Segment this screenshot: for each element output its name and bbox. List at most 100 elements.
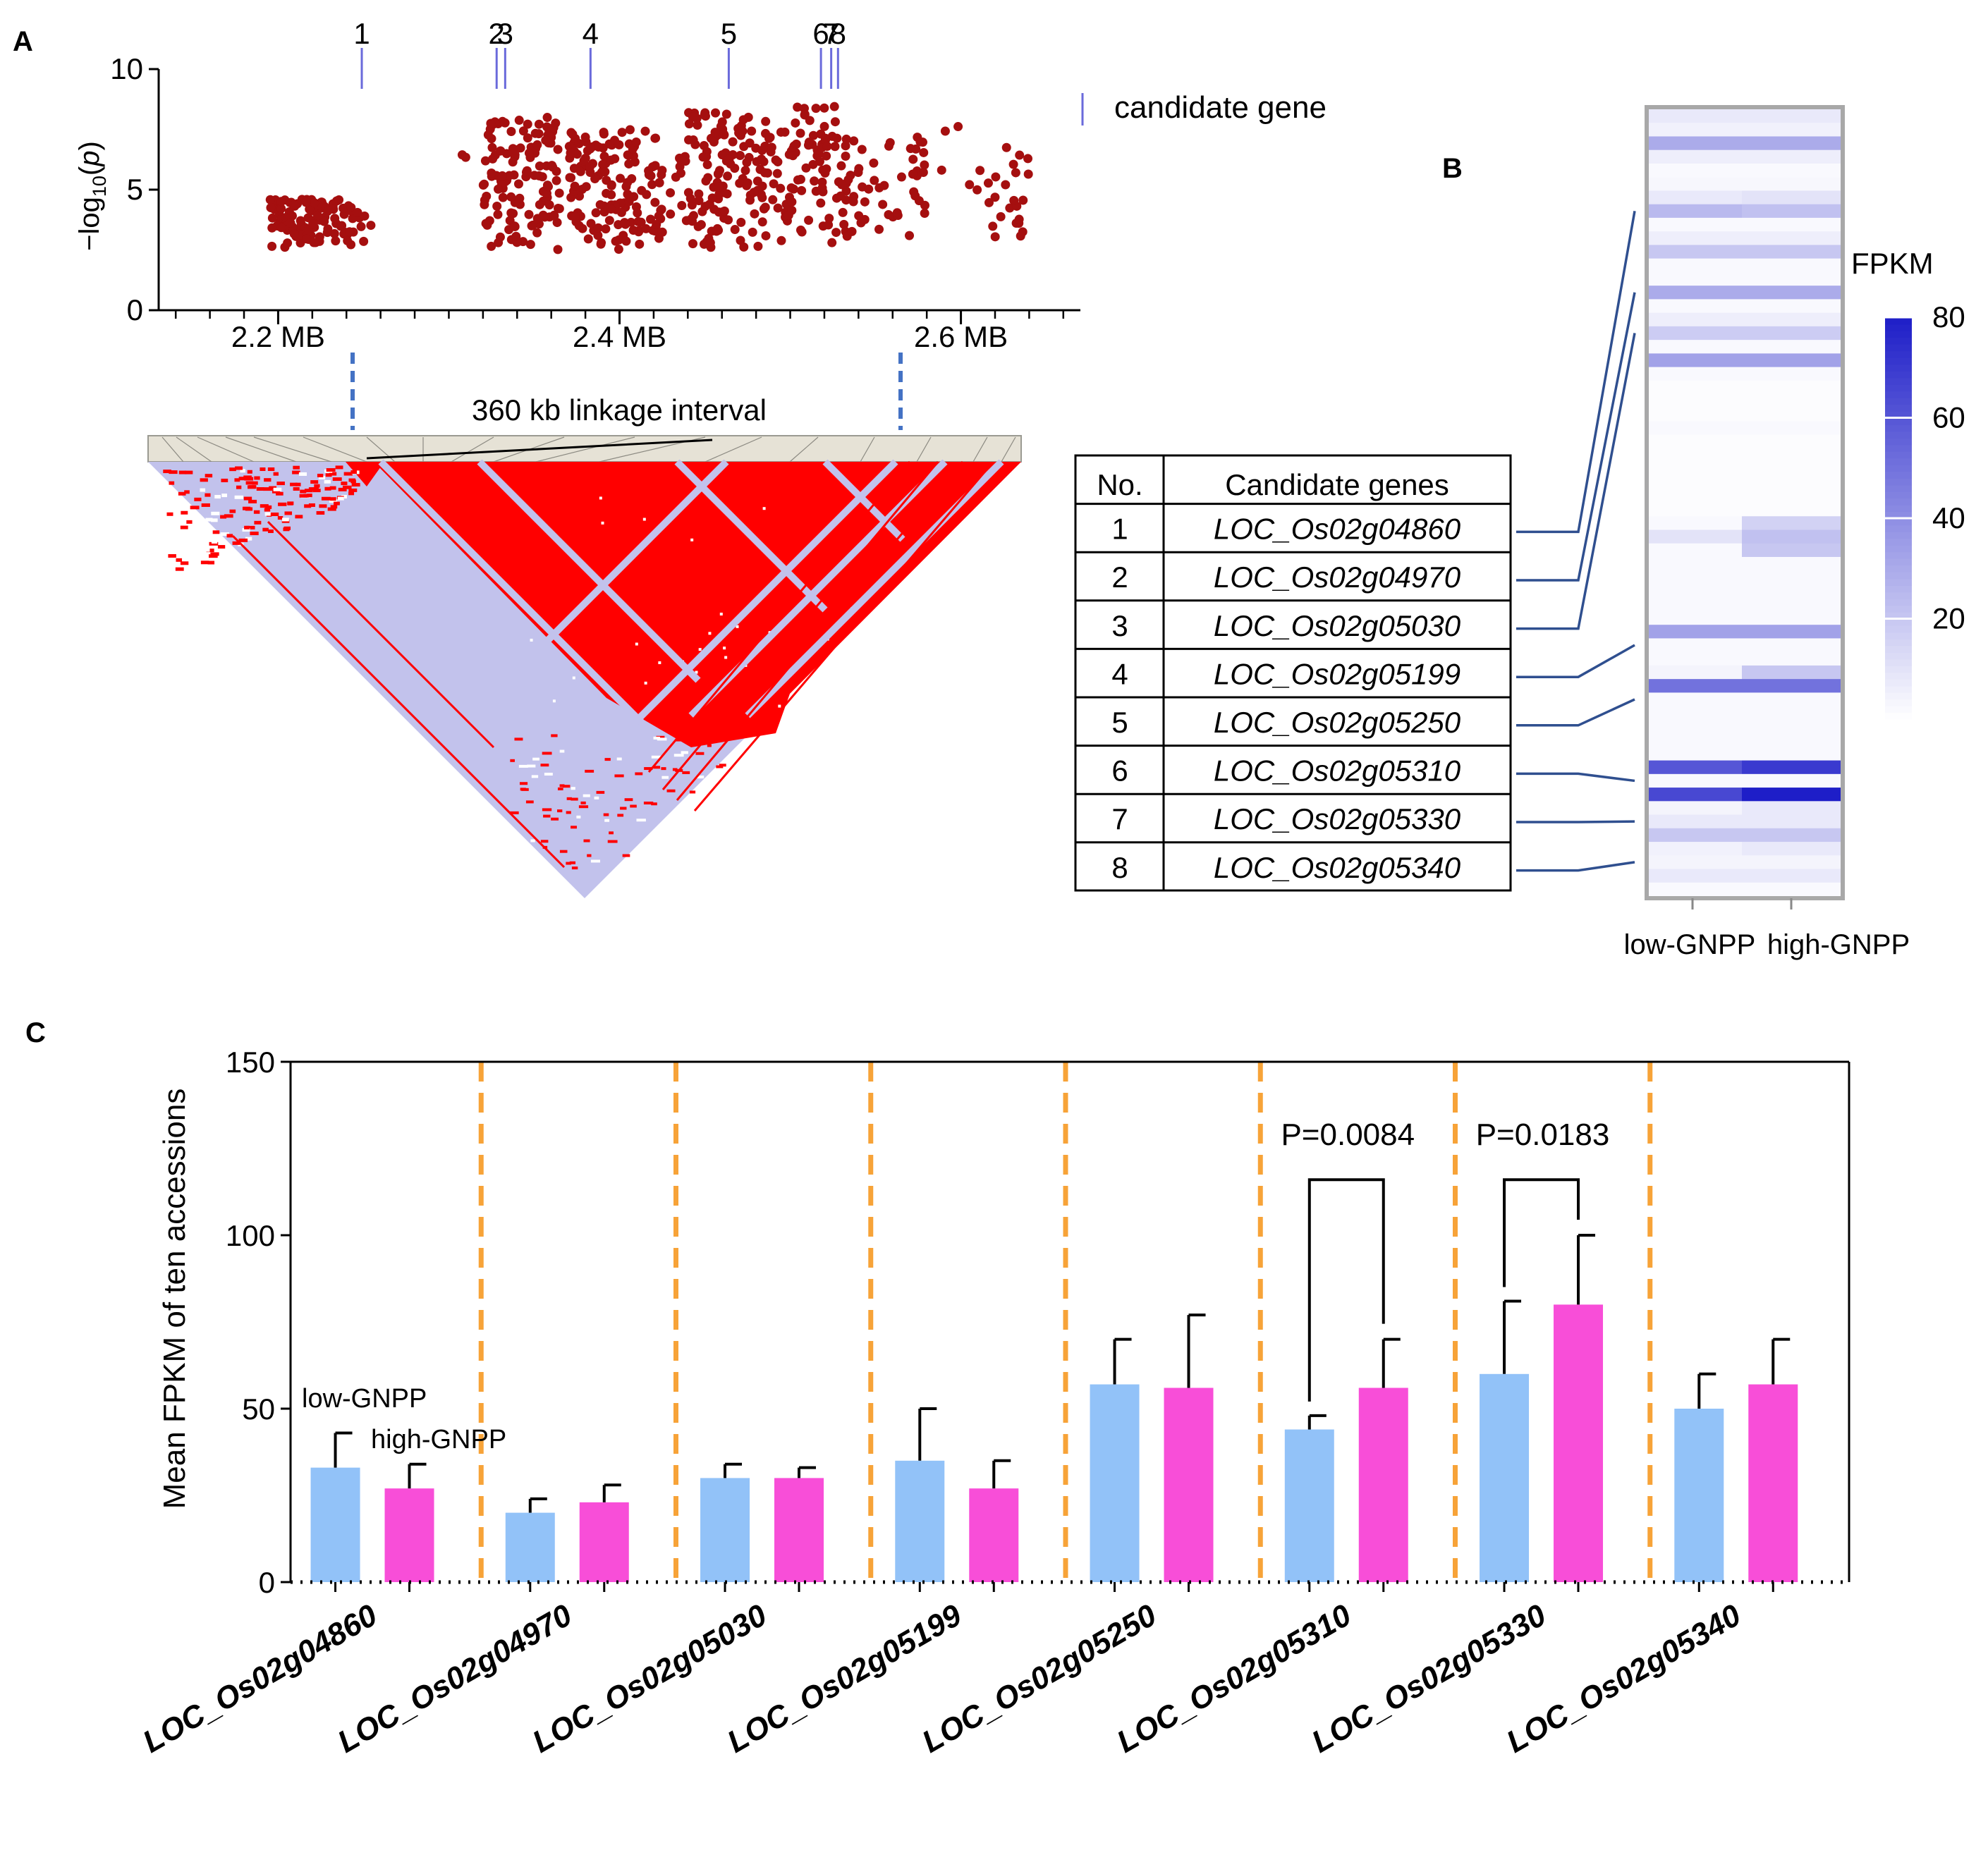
manhattan-point	[693, 121, 702, 130]
gene-marker-label: 6	[812, 17, 829, 50]
manhattan-point	[787, 205, 797, 215]
manhattan-point	[688, 112, 697, 122]
heatmap-cell	[1742, 801, 1841, 816]
heatmap-cell	[1742, 503, 1841, 517]
colorbar-segment	[1885, 685, 1912, 693]
ld-red-streaks	[231, 461, 989, 869]
ld-speckle	[234, 478, 240, 482]
manhattan-point	[839, 219, 849, 229]
heatmap-cell	[1742, 394, 1841, 408]
colorbar-segment	[1885, 324, 1912, 331]
heatmap-cell	[1742, 706, 1841, 721]
bar-marks	[310, 1234, 1798, 1582]
ld-speckle	[314, 484, 320, 488]
colorbar-segment	[1885, 618, 1912, 626]
manhattan-point	[522, 166, 532, 176]
bar-separators	[478, 1062, 1653, 1582]
ld-speckle	[326, 468, 336, 472]
manhattan-point	[506, 192, 516, 202]
ld-speckle	[220, 515, 227, 519]
ld-speckle	[514, 737, 523, 741]
colorbar-segment	[1885, 424, 1912, 432]
heatmap-cell	[1649, 556, 1742, 571]
heatmap-cell	[1742, 679, 1841, 693]
heatmap-cell	[1742, 217, 1841, 232]
table-header-no: No.	[1097, 468, 1142, 501]
ld-speckle	[248, 499, 257, 503]
ld-speckle	[350, 470, 357, 474]
manhattan-point	[581, 182, 591, 192]
manhattan-point	[580, 133, 590, 142]
heatmap-cell	[1742, 814, 1841, 829]
ld-speckle	[696, 776, 705, 779]
heatmap-cell	[1649, 692, 1742, 707]
colorbar-segment	[1885, 398, 1912, 405]
colorbar-segment	[1885, 652, 1912, 660]
manhattan-point	[629, 192, 639, 202]
manhattan-point	[1011, 168, 1020, 178]
heatmap-cell	[1649, 584, 1742, 599]
heatmap-cell	[1649, 788, 1742, 802]
bar-high-GNPP	[1748, 1384, 1798, 1582]
manhattan-point	[736, 151, 745, 161]
ld-speckle	[540, 840, 549, 843]
heatmap-cell	[1649, 123, 1742, 137]
bar-high-GNPP	[384, 1488, 434, 1582]
ld-speckle	[163, 470, 171, 474]
table-cell-gene: LOC_Os02g04860	[1214, 513, 1461, 546]
colorbar-segment	[1885, 350, 1912, 358]
heatmap-cell	[1742, 611, 1841, 625]
colorbar-segment	[1885, 438, 1912, 446]
bar-legend-low: low-GNPP	[302, 1384, 427, 1414]
manhattan-point	[487, 241, 496, 251]
bar-high-GNPP	[969, 1488, 1019, 1582]
ld-speckle	[240, 469, 245, 473]
ld-speckle	[656, 735, 665, 739]
bar-low-GNPP	[895, 1460, 945, 1582]
ld-speckle	[802, 703, 805, 706]
heatmap-cell	[1649, 434, 1742, 449]
ld-speckle	[607, 840, 618, 843]
colorbar-segment	[1885, 672, 1912, 680]
manhattan-point	[853, 168, 863, 178]
colorbar-segment	[1885, 471, 1912, 479]
colorbar-segment	[1885, 712, 1912, 720]
panel-label-a: A	[13, 26, 33, 57]
ld-speckle	[319, 504, 327, 508]
table-cell-no: 1	[1111, 513, 1128, 546]
heatmap-cell	[1649, 747, 1742, 761]
manhattan-point	[698, 152, 708, 162]
ld-speckle	[530, 638, 533, 642]
ld-speckle	[284, 511, 293, 515]
ld-speckle	[254, 476, 260, 480]
manhattan-point	[919, 147, 929, 157]
ld-speckle	[303, 494, 310, 498]
heatmap-cell	[1649, 245, 1742, 259]
table-cell-no: 5	[1111, 706, 1128, 739]
ld-speckle	[175, 567, 184, 571]
colorbar-segment	[1885, 518, 1912, 526]
heatmap-cell	[1649, 665, 1742, 680]
ld-speckle	[724, 656, 728, 659]
ld-speckle	[205, 493, 211, 497]
table-cell-gene: LOC_Os02g05330	[1214, 802, 1461, 835]
manhattan-point	[635, 239, 645, 249]
ld-speckle	[220, 532, 229, 537]
manhattan-point	[788, 184, 798, 194]
bar-y-tick-label: 100	[226, 1219, 275, 1252]
manhattan-point	[481, 219, 491, 228]
manhattan-point	[811, 186, 821, 196]
ld-speckle	[651, 802, 657, 806]
colorbar-segment	[1885, 558, 1912, 566]
manhattan-point	[551, 166, 561, 176]
manhattan-point	[606, 180, 616, 190]
heatmap-cell	[1742, 408, 1841, 422]
table-cell-no: 7	[1111, 802, 1128, 835]
ld-speckle	[569, 861, 576, 864]
ld-speckle	[260, 467, 266, 472]
ld-speckle	[510, 759, 515, 762]
ld-speckle	[295, 482, 301, 486]
manhattan-point	[767, 142, 776, 152]
heatmap-connector	[1516, 820, 1635, 823]
manhattan-point	[705, 238, 715, 247]
